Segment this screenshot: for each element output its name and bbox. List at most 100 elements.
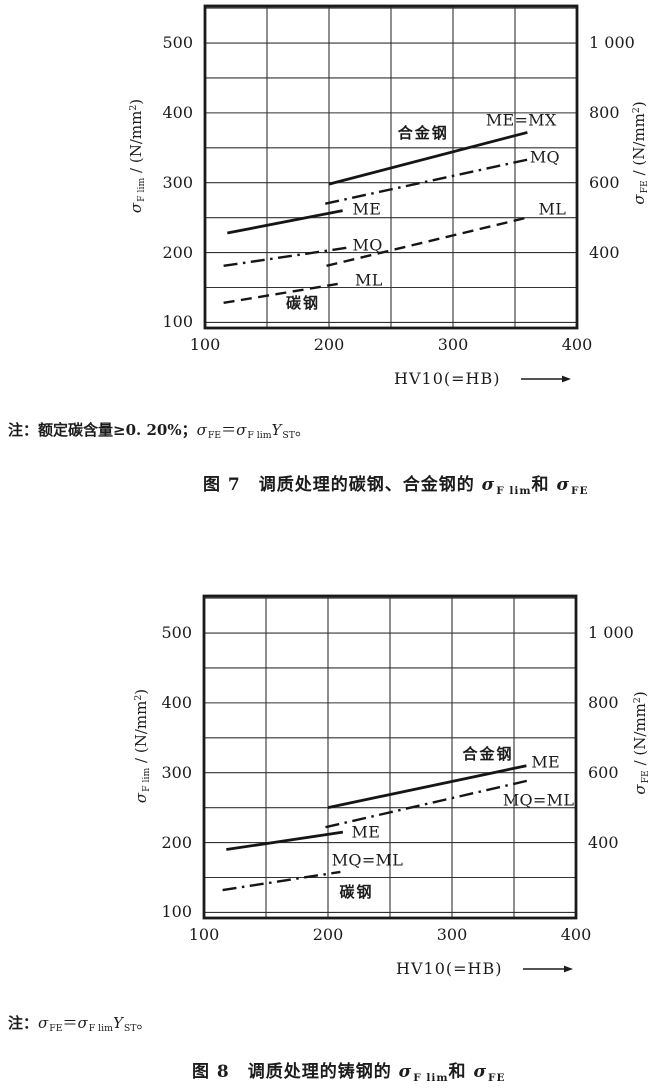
figure-7-x-axis-title: HV10(=HB) <box>394 369 572 388</box>
group-label-alloy-cast-steel: 合金钢 <box>462 744 514 763</box>
y-axis-right-tick-label: 1 000 <box>589 33 635 53</box>
x-axis-tick-label: 300 <box>437 335 469 354</box>
text-run: σ <box>196 421 207 439</box>
curve-alloy-steel-me-mx <box>328 131 528 186</box>
group-label-alloy-steel: 合金钢 <box>397 123 449 142</box>
text-run: F lim <box>141 767 153 792</box>
y-axis-left-tick-label: 400 <box>162 102 193 122</box>
x-axis-title-text: HV10(=HB) <box>394 369 501 388</box>
group-label-carbon-steel: 碳钢 <box>285 294 320 313</box>
text-run: F lim <box>496 484 532 497</box>
x-axis-tick-label: 400 <box>560 925 592 944</box>
y-axis-left-tick-label: 200 <box>161 832 192 852</box>
text-run: σ <box>236 421 247 439</box>
text-run: ) <box>630 691 649 698</box>
curve-carbon-cast-steel-me <box>226 830 344 851</box>
figure-7-plot-area <box>203 4 579 330</box>
y-axis-left-tick-label: 500 <box>161 623 192 643</box>
y-axis-right-tick-label: 600 <box>589 172 620 192</box>
curve-label-carbon-cast-steel-me: ME <box>351 822 381 842</box>
y-axis-right-title: σFE / (N/mm2) <box>631 691 650 794</box>
figure-7-caption: 图 7 调质处理的碳钢、合金钢的 σF lim和 σFE <box>203 470 589 497</box>
text-run: ＝ <box>62 1014 78 1032</box>
text-run: σ <box>473 1062 487 1082</box>
text-run: σ <box>630 784 649 795</box>
text-run: 和 <box>531 475 557 495</box>
y-axis-right-tick-label: 600 <box>588 762 619 782</box>
text-run: FE <box>49 1023 63 1035</box>
text-run: ＝ <box>221 421 237 439</box>
x-axis-tick-label: 100 <box>189 335 221 354</box>
text-run: Y <box>271 421 282 439</box>
text-run: Y <box>112 1014 123 1032</box>
y-axis-right-tick-label: 800 <box>589 102 620 122</box>
text-run: 。 <box>136 1014 152 1032</box>
curve-alloy-cast-steel-mq-ml <box>325 779 530 829</box>
y-axis-left-title: σF lim / (N/mm2) <box>132 689 152 803</box>
x-axis-tick-label: 200 <box>313 335 345 354</box>
text-run: F lim <box>88 1023 113 1035</box>
right-arrow-icon <box>521 375 572 382</box>
text-run: σ <box>398 1062 413 1082</box>
curve-label-alloy-steel-mq: MQ <box>529 147 560 167</box>
text-run: 2 <box>631 697 643 704</box>
text-run: 和 <box>448 1062 474 1082</box>
text-run: 图 7 调质处理的碳钢、合金钢的 <box>203 475 482 495</box>
y-axis-right-tick-label: 400 <box>588 832 619 852</box>
text-run: ST <box>123 1023 137 1035</box>
text-run: 注：额定碳含量≥0. 20%； <box>8 421 197 439</box>
plot-border <box>202 594 578 920</box>
group-label-carbon-cast-steel: 碳钢 <box>339 882 374 901</box>
text-run: 2 <box>132 694 144 701</box>
x-axis-tick-label: 300 <box>436 925 468 944</box>
curve-label-alloy-steel-me-mx: ME=MX <box>485 110 557 130</box>
curve-carbon-steel-me <box>227 209 343 235</box>
y-axis-right-tick-label: 800 <box>588 692 619 712</box>
text-run: FE <box>207 430 222 442</box>
y-axis-left-tick-label: 300 <box>161 762 192 782</box>
plot-border <box>203 4 579 330</box>
text-run: FE <box>487 1071 506 1084</box>
curve-label-alloy-steel-ml: ML <box>538 199 567 219</box>
curve-label-alloy-cast-steel-me: ME <box>531 752 561 772</box>
y-axis-right-tick-label: 1 000 <box>588 623 634 643</box>
text-run: 。 <box>295 421 311 439</box>
y-axis-left-tick-label: 100 <box>161 902 192 922</box>
text-run: 图 8 调质处理的铸钢的 <box>192 1062 399 1082</box>
curve-label-carbon-steel-me: ME <box>352 199 382 219</box>
figure-8-caption: 图 8 调质处理的铸钢的 σF lim和 σFE <box>192 1057 506 1084</box>
y-axis-left-tick-label: 100 <box>162 312 193 332</box>
curve-label-carbon-steel-ml: ML <box>355 270 383 290</box>
text-run: FE <box>570 484 589 497</box>
y-axis-left-tick-label: 300 <box>162 172 193 192</box>
text-run: ) <box>131 688 150 695</box>
y-axis-right-tick-label: 400 <box>589 242 620 262</box>
x-axis-title-text: HV10(=HB) <box>396 959 503 978</box>
text-run: / (N/mm <box>131 700 150 768</box>
y-axis-left-tick-label: 500 <box>162 33 193 53</box>
x-axis-tick-label: 200 <box>312 925 344 944</box>
text-run: σ <box>481 475 496 495</box>
curve-carbon-cast-steel-mq-ml <box>222 870 341 892</box>
text-run: σ <box>77 1014 88 1032</box>
text-run: 注： <box>8 1014 39 1032</box>
text-run: FE <box>640 770 650 784</box>
text-run: σ <box>131 792 150 804</box>
figure-7-note: 注：额定碳含量≥0. 20%；σFE＝σF limYST。 <box>8 419 310 441</box>
x-axis-tick-label: 400 <box>561 335 593 354</box>
curve-label-alloy-cast-steel-mq-ml: MQ=ML <box>502 790 575 810</box>
right-arrow-icon <box>523 965 574 972</box>
figure-8-x-axis-title: HV10(=HB) <box>396 959 574 978</box>
text-run: σ <box>556 475 570 495</box>
text-run: F lim <box>413 1071 449 1084</box>
text-run: / (N/mm <box>630 703 649 771</box>
y-axis-left-tick-label: 400 <box>161 692 192 712</box>
curve-carbon-steel-ml <box>223 282 338 305</box>
curve-label-carbon-cast-steel-mq-ml: MQ=ML <box>331 850 404 870</box>
y-axis-left-tick-label: 200 <box>162 242 193 262</box>
curve-carbon-steel-mq <box>223 246 348 268</box>
figure-8-note: 注：σFE＝σF limYST。 <box>8 1012 151 1034</box>
